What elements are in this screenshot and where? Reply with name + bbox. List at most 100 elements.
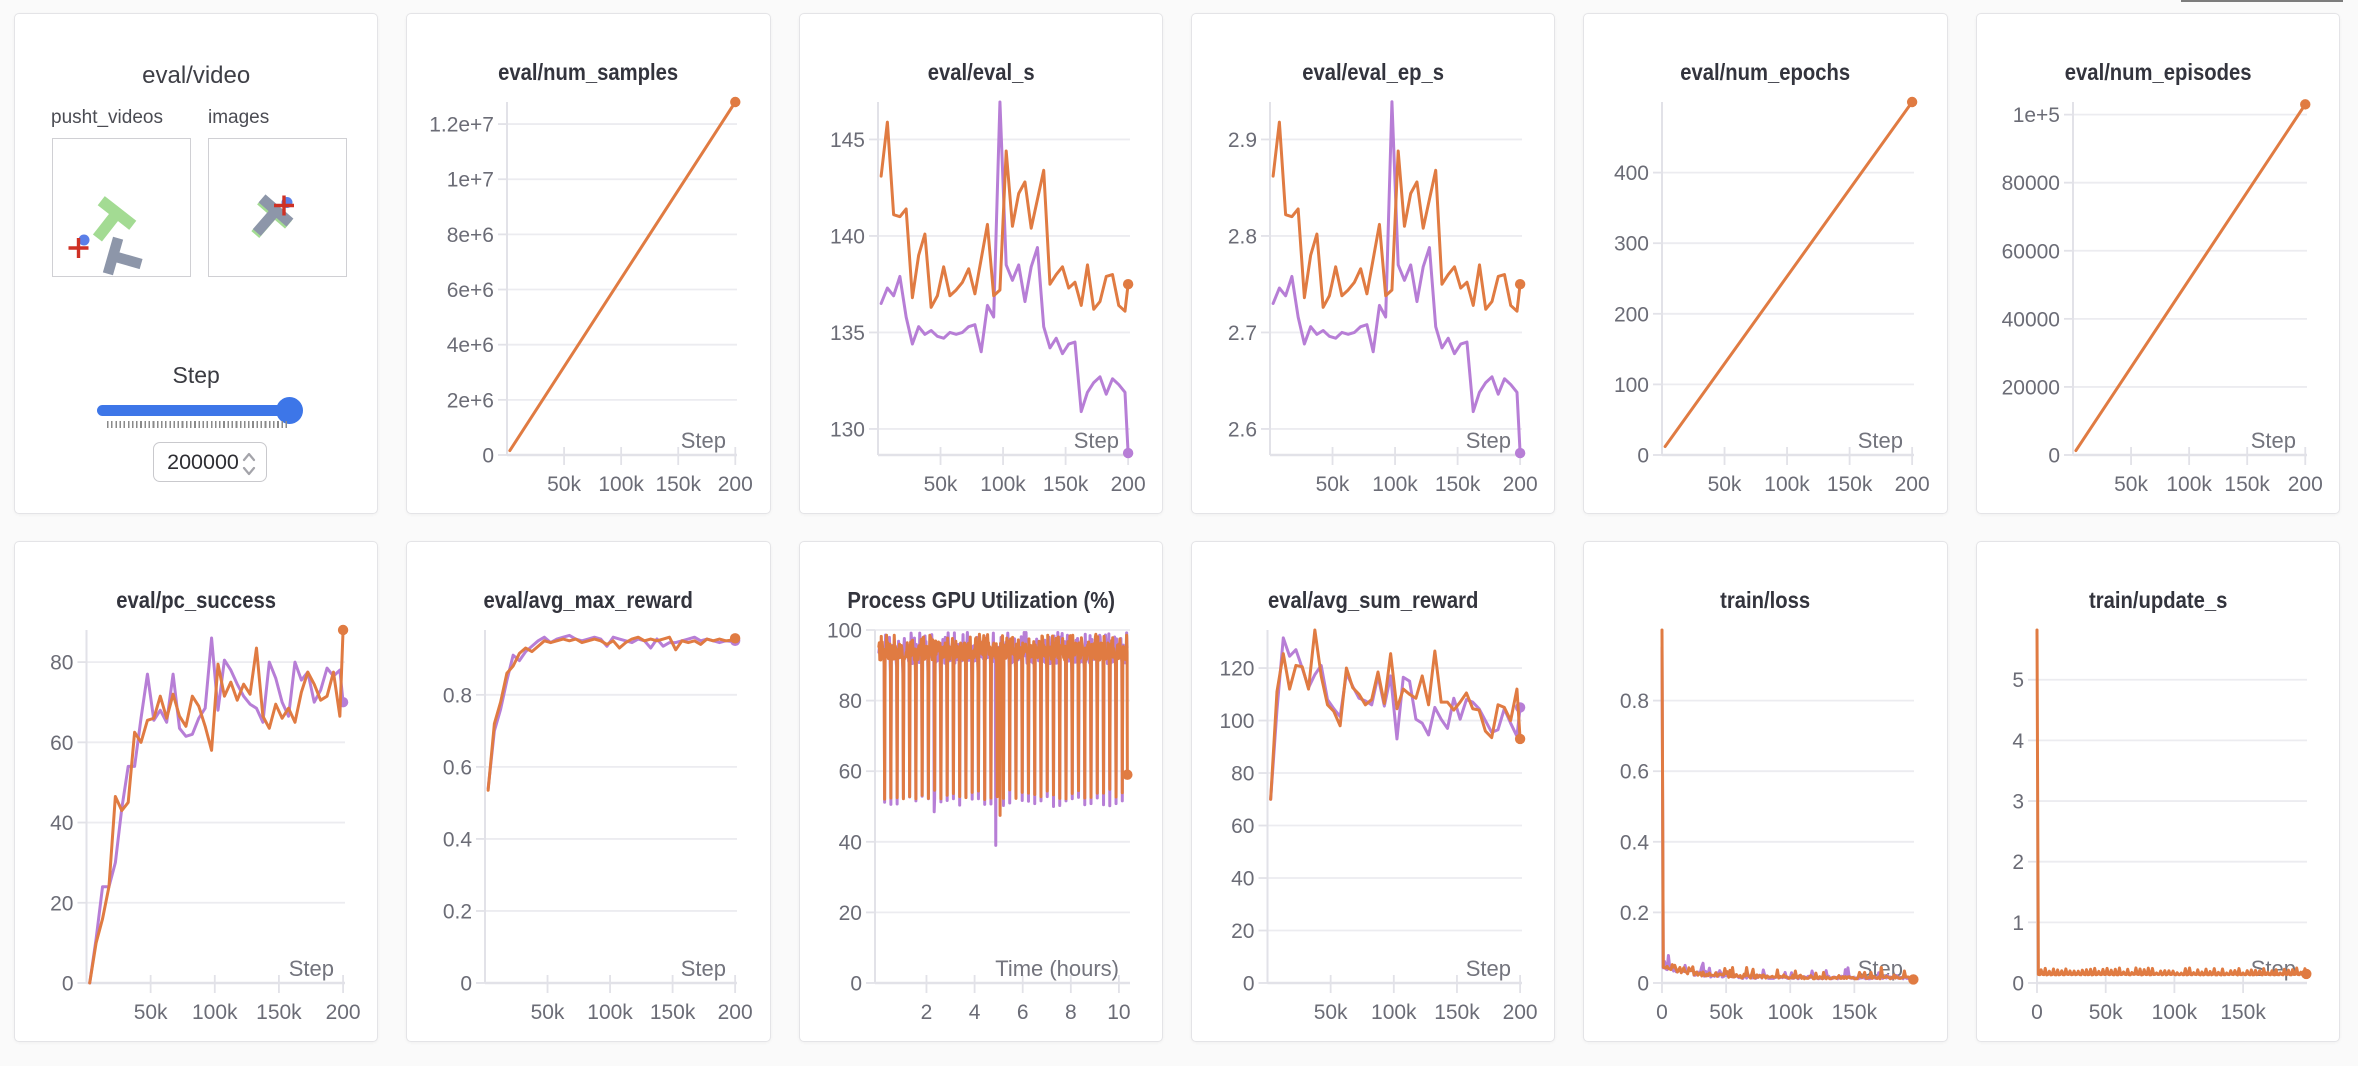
series-line-run-purple	[486, 633, 737, 790]
series-line-run-orange	[1271, 120, 1522, 313]
y-tick-label: 0.6	[443, 756, 472, 779]
x-tick-label: 100k	[1765, 473, 1811, 496]
panel-train-loss[interactable]: train/loss 0 0.2 0.4 0.6 0.8 0 50k 100k 150k Step	[1583, 541, 1948, 1042]
chart-plot[interactable]: 0 2e+6 4e+6 6e+6 8e+6 1e+7 1.2e+7 50k 100k 150k 20…	[407, 14, 769, 513]
y-tick-label: 60	[838, 761, 861, 784]
y-tick-label: 8e+6	[447, 224, 494, 247]
x-tick-label: 150k	[1435, 473, 1481, 496]
panel-num-episodes[interactable]: eval/num_episodes 0 20000 40000 60000 80000 1e…	[1975, 13, 2340, 514]
target-cross	[68, 238, 89, 258]
panel-train-update-s[interactable]: train/update_s 0 1 2 3 4 5 0 50k 100k 150k Step	[1975, 541, 2340, 1042]
y-tick-label: 140	[830, 225, 865, 248]
x-tick-label: 100k	[192, 1001, 238, 1024]
y-tick-label: 2	[2012, 851, 2024, 874]
chart-title: eval/avg_sum_reward	[1267, 587, 1479, 613]
panel-num-epochs[interactable]: eval/num_epochs 0 100 200 300 400 50k 100k 150k 2…	[1583, 13, 1948, 514]
y-tick-label: 0	[461, 972, 473, 995]
series-line-run-orange	[508, 100, 738, 453]
y-tick-label: 0.8	[1620, 690, 1649, 713]
chart-plot[interactable]: 0 20 40 60 80 100 120 50k 100k 150k 200 Step	[1192, 542, 1554, 1041]
target-cross	[274, 195, 294, 216]
media-thumbnail-images[interactable]	[208, 138, 347, 277]
chart-plot[interactable]: 0 20 40 60 80 50k 100k 150k 200 Step	[15, 542, 377, 1041]
pusht-env-render	[251, 194, 294, 239]
panel-gpu[interactable]: Process GPU Utilization (%) 0 20 40 60 80 100 2…	[798, 541, 1163, 1042]
panel-avg-max-reward[interactable]: eval/avg_max_reward 0 0.2 0.4 0.6 0.8 50k 100k 1…	[406, 541, 771, 1042]
chart-plot[interactable]: 0 100 200 300 400 50k 100k 150k 200 Step	[1584, 14, 1946, 513]
series-line-run-orange	[2035, 628, 2308, 977]
y-tick-label: 20	[838, 902, 861, 925]
series-line-run-purple	[1271, 100, 1522, 455]
chart-plot[interactable]: 0 1 2 3 4 5 0 50k 100k 150k Step	[1977, 542, 2339, 1041]
series-line-run-orange	[1269, 628, 1522, 801]
y-tick-label: 60000	[2001, 240, 2059, 263]
chart-plot[interactable]: 0 20000 40000 60000 80000 1e+5 50k 100k 150k 200 S…	[1977, 14, 2339, 513]
y-tick-label: 40000	[2001, 308, 2059, 331]
y-tick-label: 60	[1231, 815, 1254, 838]
y-tick-label: 0	[850, 972, 862, 995]
chart-title: Process GPU Utilization (%)	[846, 587, 1115, 613]
series-line-run-purple	[879, 100, 1130, 455]
chart-plot[interactable]: 0 20 40 60 80 100 2 4 6 8 10 Time (hours)	[800, 542, 1162, 1041]
x-axis-label: Step	[289, 956, 334, 981]
y-tick-label: 80	[50, 652, 73, 675]
x-axis-label: Step	[681, 428, 726, 453]
y-tick-label: 60	[50, 732, 73, 755]
step-slider[interactable]	[97, 405, 291, 416]
x-tick-label: 100k	[1768, 1001, 1814, 1024]
x-tick-label: 50k	[547, 473, 581, 496]
y-tick-label: 0	[2048, 444, 2060, 467]
chart-plot[interactable]: 130 135 140 145 50k 100k 150k 200 Step	[800, 14, 1162, 513]
x-tick-label: 50k	[1314, 1001, 1348, 1024]
x-tick-label: 200	[1503, 473, 1538, 496]
y-tick-label: 135	[830, 322, 865, 345]
series-line-run-orange	[2074, 102, 2307, 453]
y-tick-label: 0.4	[1620, 831, 1650, 854]
panel-eval-s[interactable]: eval/eval_s 130 135 140 145 50k 100k 150k 200 Ste…	[798, 13, 1163, 514]
chart-title: eval/num_episodes	[2064, 59, 2252, 85]
panel-avg-sum-reward[interactable]: eval/avg_sum_reward 0 20 40 60 80 100 120 50k 100…	[1191, 541, 1556, 1042]
x-tick-label: 150k	[650, 1001, 696, 1024]
y-tick-label: 80	[1231, 763, 1254, 786]
y-tick-label: 1.2e+7	[430, 114, 495, 137]
series-endpoint-dot-run-orange	[2300, 968, 2312, 980]
panel-eval-ep-s[interactable]: eval/eval_ep_s 2.6 2.7 2.8 2.9 50k 100k 150k 200…	[1191, 13, 1556, 514]
series-endpoint-dot-run-purple	[1514, 447, 1526, 459]
chart-plot[interactable]: 2.6 2.7 2.8 2.9 50k 100k 150k 200 Step	[1192, 14, 1554, 513]
y-tick-label: 40	[838, 831, 861, 854]
series-endpoint-dot-run-orange	[1908, 974, 1919, 985]
x-axis-label: Step	[1858, 428, 1903, 453]
panel-pc-success[interactable]: eval/pc_success 0 20 40 60 80 50k 100k 150k 200 St…	[14, 541, 379, 1042]
y-tick-label: 200	[1614, 303, 1649, 326]
step-value-input[interactable]	[153, 442, 267, 482]
x-tick-label: 50k	[134, 1001, 168, 1024]
y-tick-label: 4	[2012, 730, 2024, 753]
x-tick-label: 50k	[531, 1001, 565, 1024]
x-axis-label: Time (hours)	[995, 956, 1119, 981]
step-slider-thumb[interactable]	[276, 397, 303, 424]
y-tick-label: 0	[2012, 972, 2024, 995]
y-tick-label: 80	[838, 690, 861, 713]
series-endpoint-dot-run-orange	[1121, 769, 1133, 780]
y-tick-label: 0	[483, 444, 495, 467]
y-tick-label: 4e+6	[447, 334, 494, 357]
x-tick-label: 150k	[2220, 1001, 2266, 1024]
chart-plot[interactable]: 0 0.2 0.4 0.6 0.8 50k 100k 150k 200 Step	[407, 542, 769, 1041]
series-line-run-orange	[1663, 100, 1914, 449]
x-tick-label: 10	[1107, 1001, 1130, 1024]
y-tick-label: 3	[2012, 791, 2024, 814]
y-tick-label: 0.4	[443, 828, 473, 851]
series-endpoint-dot-run-orange	[1514, 278, 1526, 290]
media-key-label: images	[208, 107, 270, 128]
y-tick-label: 0	[1638, 444, 1650, 467]
goal-t-shape	[92, 196, 137, 242]
panel-eval-video[interactable]: eval/video pusht_videos images Step	[14, 13, 379, 514]
media-thumbnail-pusht-videos[interactable]	[52, 138, 191, 277]
x-tick-label: 150k	[1827, 473, 1873, 496]
series-endpoint-dot-run-orange	[1514, 733, 1526, 745]
series-endpoint-dot-run-purple	[1122, 447, 1133, 459]
x-axis-label: Step	[1466, 428, 1511, 453]
y-tick-label: 2.8	[1228, 225, 1257, 248]
panel-num-samples[interactable]: eval/num_samples 0 2e+6 4e+6 6e+6 8e+6 1e+7 1.2…	[406, 13, 771, 514]
